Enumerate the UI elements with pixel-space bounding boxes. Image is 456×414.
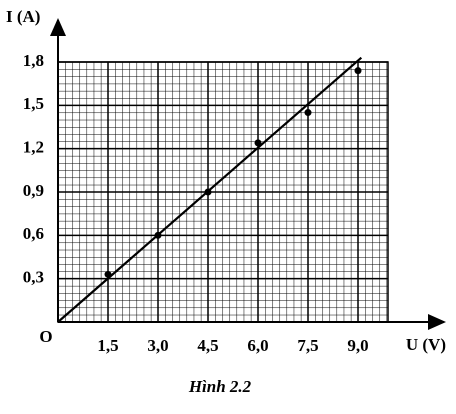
data-point bbox=[304, 109, 312, 117]
origin-label: O bbox=[39, 327, 52, 346]
y-tick-label: 0,3 bbox=[23, 268, 44, 287]
y-axis-label: I (A) bbox=[6, 7, 40, 26]
x-axis-label: U (V) bbox=[406, 335, 446, 354]
data-point bbox=[204, 188, 212, 196]
data-point bbox=[104, 270, 112, 278]
x-tick-label: 3,0 bbox=[147, 336, 168, 355]
x-tick-label: 7,5 bbox=[297, 336, 318, 355]
y-tick-label: 0,6 bbox=[23, 224, 44, 243]
x-tick-label: 4,5 bbox=[197, 336, 218, 355]
data-point bbox=[154, 231, 162, 239]
x-tick-label: 6,0 bbox=[247, 336, 268, 355]
x-tick-label: 9,0 bbox=[347, 336, 368, 355]
y-tick-label: 0,9 bbox=[23, 181, 44, 200]
y-tick-label: 1,8 bbox=[23, 51, 44, 70]
data-point bbox=[254, 139, 262, 147]
y-tick-label: 1,5 bbox=[23, 94, 44, 113]
y-tick-label: 1,2 bbox=[23, 138, 44, 157]
caption: Hình 2.2 bbox=[188, 377, 252, 396]
x-tick-label: 1,5 bbox=[97, 336, 118, 355]
data-point bbox=[354, 67, 362, 75]
